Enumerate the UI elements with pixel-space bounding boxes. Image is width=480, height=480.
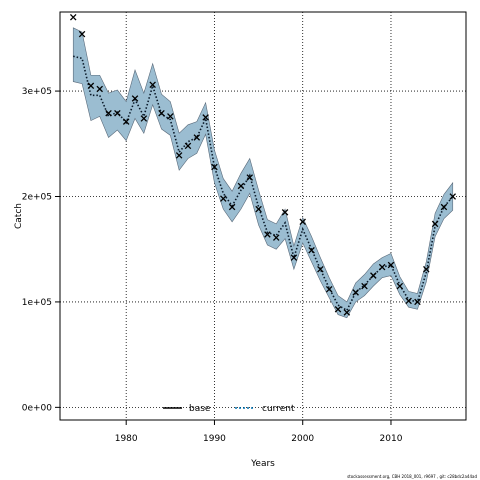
observed-point bbox=[352, 289, 359, 296]
y-axis-title: Catch bbox=[14, 203, 24, 229]
observed-point bbox=[167, 113, 174, 120]
observed-point bbox=[308, 247, 315, 254]
observed-point bbox=[78, 30, 86, 38]
legend-base-label: base bbox=[189, 404, 211, 414]
observed-point bbox=[255, 205, 262, 213]
observed-point bbox=[440, 203, 448, 211]
grid bbox=[60, 12, 466, 420]
observed-point bbox=[361, 282, 368, 290]
series-line-current bbox=[73, 55, 454, 312]
x-axis-title: Years bbox=[250, 459, 275, 469]
y-tick-label: 1e+05 bbox=[22, 298, 52, 308]
observed-point bbox=[264, 231, 271, 238]
observed-marker-layer bbox=[69, 14, 457, 316]
observed-point bbox=[431, 220, 439, 228]
observed-point bbox=[69, 14, 77, 21]
x-axis: 1980 1990 2000 2010 bbox=[115, 420, 403, 444]
y-tick-label: 0e+00 bbox=[22, 403, 53, 413]
observed-point bbox=[149, 81, 156, 89]
x-tick-label: 1980 bbox=[115, 434, 138, 444]
observed-point bbox=[237, 182, 245, 190]
x-tick-label: 1990 bbox=[203, 434, 226, 444]
observed-point bbox=[396, 282, 404, 290]
observed-point bbox=[325, 286, 333, 293]
plot-frame bbox=[59, 11, 467, 421]
footnote: stockassessment.org, CBH 2018_001, r9697… bbox=[347, 474, 477, 479]
y-tick-label: 3e+05 bbox=[22, 87, 52, 97]
legend: base current bbox=[163, 404, 295, 414]
observed-point bbox=[158, 109, 165, 117]
y-tick-label: 2e+05 bbox=[22, 192, 52, 202]
observed-point bbox=[281, 209, 289, 216]
observed-point bbox=[202, 114, 209, 121]
observed-point bbox=[220, 195, 227, 202]
observed-point bbox=[449, 193, 457, 200]
observed-point bbox=[140, 115, 148, 122]
series-line-layer bbox=[73, 55, 454, 312]
observed-point bbox=[343, 309, 351, 316]
observed-point bbox=[370, 272, 377, 279]
observed-point bbox=[405, 297, 412, 305]
observed-point bbox=[290, 254, 298, 261]
x-tick-label: 2000 bbox=[291, 434, 314, 444]
observed-point bbox=[334, 306, 342, 313]
observed-point bbox=[414, 298, 421, 306]
observed-point bbox=[317, 265, 324, 273]
observed-point bbox=[246, 174, 254, 181]
observed-point bbox=[378, 263, 386, 271]
observed-point bbox=[105, 109, 112, 117]
y-axis: 0e+00 1e+05 2e+05 3e+05 bbox=[22, 87, 60, 413]
observed-point bbox=[87, 82, 95, 90]
observed-point bbox=[193, 134, 201, 141]
observed-point bbox=[272, 234, 280, 241]
observed-point bbox=[122, 118, 130, 125]
confidence-band-layer bbox=[72, 27, 454, 319]
observed-point bbox=[175, 152, 183, 159]
confidence-band bbox=[72, 27, 454, 319]
observed-point bbox=[184, 142, 192, 150]
legend-current-label: current bbox=[262, 404, 295, 414]
observed-point bbox=[299, 218, 306, 226]
observed-point bbox=[114, 109, 121, 117]
observed-point bbox=[96, 85, 103, 93]
observed-point bbox=[423, 265, 430, 273]
x-tick-label: 2010 bbox=[380, 434, 403, 444]
observed-point bbox=[387, 261, 395, 269]
observed-point bbox=[211, 163, 218, 171]
observed-point bbox=[228, 203, 236, 211]
observed-point bbox=[131, 95, 139, 102]
